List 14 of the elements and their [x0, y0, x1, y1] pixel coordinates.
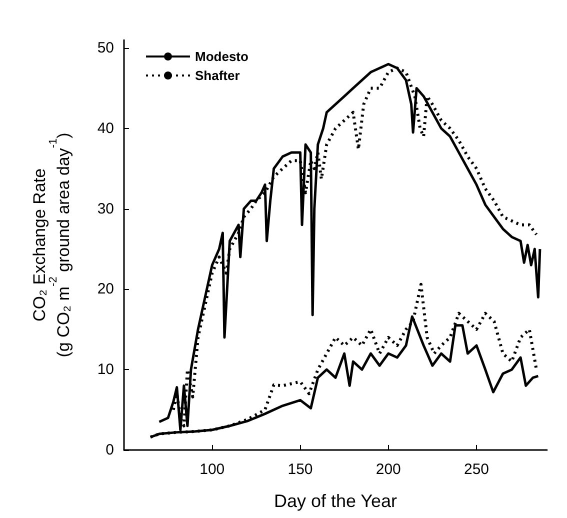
x-tick-label: 150	[288, 461, 313, 478]
legend-label: Shafter	[195, 68, 240, 83]
y-tick-label: 10	[97, 361, 114, 378]
y-tick-label: 0	[106, 442, 114, 458]
x-tick-label: 250	[464, 461, 490, 478]
y-tick-label: 20	[97, 280, 114, 298]
y-tick-label: 50	[97, 40, 114, 57]
legend-label: Modesto	[195, 49, 248, 64]
y-tick-label: 40	[97, 120, 114, 137]
x-tick-label: 200	[376, 461, 401, 478]
y-tick-label: 30	[97, 200, 114, 218]
y-axis-title: CO₂ Exchange Rate (g CO₂ m-2 ground area day-1)	[30, 132, 73, 358]
x-tick-label: 100	[200, 461, 225, 478]
x-axis-title: Day of the Year	[274, 491, 398, 511]
